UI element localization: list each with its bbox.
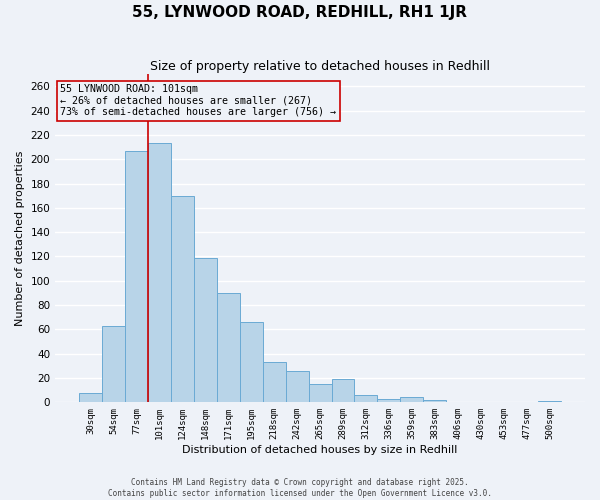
Bar	[400, 398, 423, 402]
Text: 55 LYNWOOD ROAD: 101sqm
← 26% of detached houses are smaller (267)
73% of semi-d: 55 LYNWOOD ROAD: 101sqm ← 26% of detache…	[61, 84, 337, 117]
Bar	[171, 196, 194, 402]
Text: Contains HM Land Registry data © Crown copyright and database right 2025.
Contai: Contains HM Land Registry data © Crown c…	[108, 478, 492, 498]
Bar	[240, 322, 263, 402]
Bar	[423, 400, 446, 402]
Bar	[286, 370, 308, 402]
Y-axis label: Number of detached properties: Number of detached properties	[15, 150, 25, 326]
Bar	[308, 384, 332, 402]
Bar	[125, 150, 148, 402]
Bar	[377, 398, 400, 402]
Bar	[263, 362, 286, 403]
Bar	[194, 258, 217, 402]
Bar	[217, 293, 240, 403]
Bar	[79, 392, 102, 402]
Bar	[332, 379, 355, 402]
Bar	[355, 395, 377, 402]
Bar	[102, 326, 125, 402]
Bar	[148, 144, 171, 402]
X-axis label: Distribution of detached houses by size in Redhill: Distribution of detached houses by size …	[182, 445, 458, 455]
Bar	[538, 401, 561, 402]
Title: Size of property relative to detached houses in Redhill: Size of property relative to detached ho…	[150, 60, 490, 73]
Text: 55, LYNWOOD ROAD, REDHILL, RH1 1JR: 55, LYNWOOD ROAD, REDHILL, RH1 1JR	[133, 5, 467, 20]
